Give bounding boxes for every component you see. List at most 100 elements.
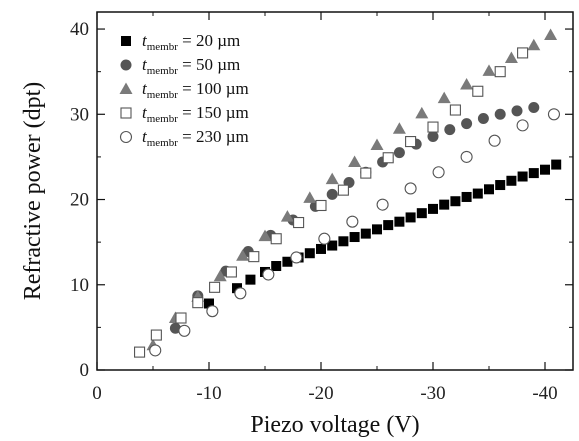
legend-label: tmembr = 100 µm (142, 79, 249, 101)
data-point (149, 344, 162, 357)
series-4 (149, 108, 561, 357)
data-points (134, 28, 562, 358)
series-0 (204, 159, 562, 309)
data-point (376, 198, 389, 211)
data-point (405, 212, 416, 223)
data-point (262, 268, 275, 281)
data-point (427, 130, 439, 142)
data-point (370, 138, 384, 150)
data-point (169, 322, 181, 334)
legend-subscript: membr (147, 137, 178, 149)
data-point (383, 220, 394, 231)
data-point (517, 171, 528, 182)
data-point (175, 312, 187, 324)
data-point (282, 256, 293, 267)
y-axis-label: Refractive power (dpt) (20, 82, 46, 301)
y-tick-label: 20 (70, 190, 89, 211)
legend-entry: tmembr = 50 µm (120, 55, 240, 77)
data-point (528, 101, 540, 113)
legend-symbol: t (142, 31, 148, 50)
data-point (236, 249, 250, 261)
y-tick-label: 40 (70, 19, 89, 40)
data-point (482, 64, 496, 76)
data-point (427, 121, 439, 133)
data-point (234, 287, 247, 300)
legend-value: = 100 µm (178, 79, 249, 98)
legend-label: tmembr = 230 µm (142, 127, 249, 149)
legend-symbol: t (142, 103, 148, 122)
legend-entry: tmembr = 230 µm (119, 127, 249, 149)
data-point (547, 108, 561, 121)
x-tick-label: -20 (308, 383, 333, 404)
data-point (393, 147, 405, 159)
data-point (360, 167, 372, 179)
series-2 (146, 28, 558, 351)
legend-marker (120, 59, 132, 71)
data-point (270, 233, 282, 245)
data-point (271, 261, 282, 272)
legend-subscript: membr (147, 65, 178, 77)
legend-value: = 20 µm (178, 31, 240, 50)
legend-label: tmembr = 20 µm (142, 31, 240, 53)
data-point (337, 184, 349, 196)
data-point (192, 297, 204, 309)
x-tick-label: -40 (532, 383, 557, 404)
legend-subscript: membr (147, 89, 178, 101)
data-point (404, 182, 417, 195)
data-point (245, 274, 256, 285)
legend-symbol: t (142, 127, 148, 146)
data-point (327, 240, 338, 251)
data-point (544, 28, 558, 41)
data-point (315, 199, 327, 212)
y-tick-label: 30 (70, 104, 89, 125)
data-point (372, 224, 382, 235)
data-point (460, 77, 474, 90)
data-point (432, 166, 445, 179)
x-tick-labels: 0 -10 -20 -30 -40 (92, 383, 557, 404)
legend-entry: tmembr = 150 µm (120, 103, 249, 125)
data-point (511, 105, 523, 117)
legend-symbol: t (142, 79, 148, 98)
data-point (540, 164, 550, 175)
data-point (437, 91, 451, 104)
data-point (444, 124, 456, 136)
legend-symbol: t (142, 55, 148, 74)
data-point (213, 269, 227, 282)
legend-label: tmembr = 50 µm (142, 55, 240, 77)
data-point (392, 122, 406, 134)
legend-entry: tmembr = 100 µm (119, 79, 249, 101)
legend-marker (120, 107, 132, 119)
data-point (506, 175, 517, 186)
legend-label: tmembr = 150 µm (142, 103, 249, 125)
data-point (348, 155, 362, 168)
data-point (209, 281, 221, 293)
data-point (382, 152, 394, 164)
data-point (415, 106, 429, 119)
data-point (325, 172, 339, 185)
data-point (303, 191, 317, 203)
data-point (293, 216, 305, 229)
x-tick-label: 0 (92, 383, 102, 404)
data-point (280, 210, 294, 222)
data-point (304, 248, 315, 259)
data-point (338, 236, 349, 247)
data-point (494, 108, 506, 120)
legend-subscript: membr (147, 41, 178, 53)
data-point (428, 203, 438, 214)
data-point (318, 232, 331, 245)
data-point (477, 113, 489, 125)
data-point (527, 38, 541, 51)
data-point (449, 104, 461, 116)
data-point (248, 251, 260, 263)
legend-value: = 230 µm (178, 127, 249, 146)
data-point (225, 266, 237, 278)
data-point (316, 243, 326, 254)
data-point (394, 216, 405, 227)
data-point (349, 232, 360, 243)
data-point (258, 229, 272, 242)
data-point (551, 159, 562, 170)
data-point (134, 346, 146, 358)
data-point (204, 298, 214, 309)
